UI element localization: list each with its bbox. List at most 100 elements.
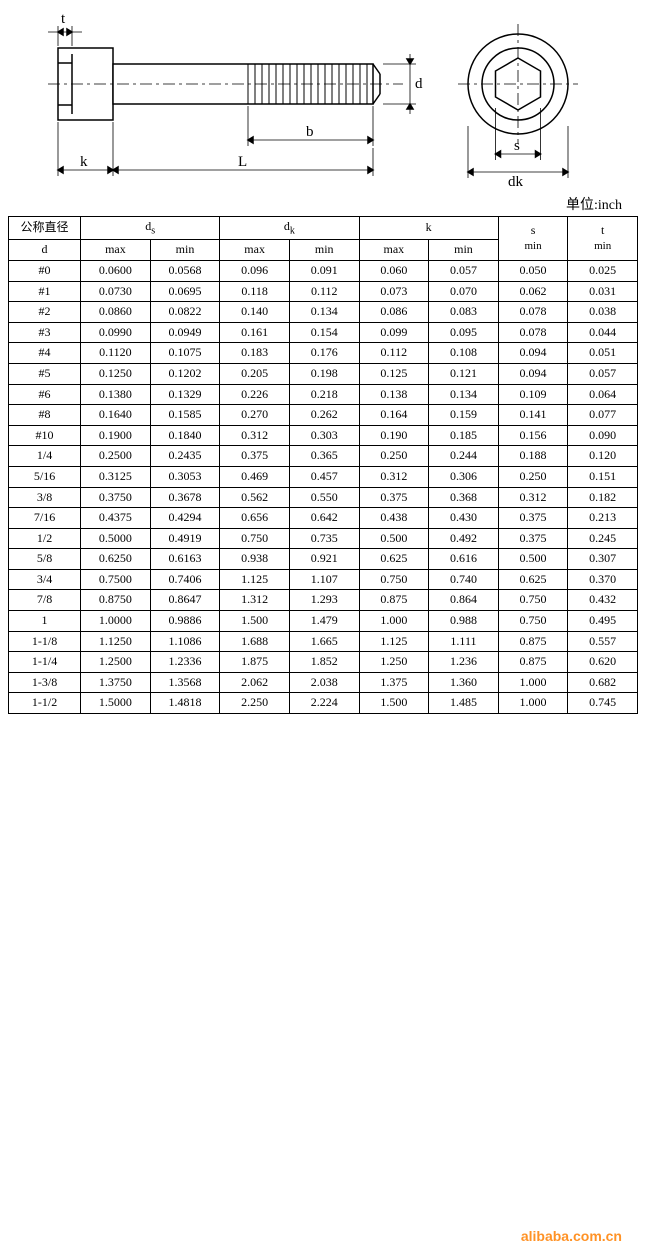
cell-d: 1 bbox=[9, 611, 81, 632]
cell-value: 0.250 bbox=[498, 466, 568, 487]
cell-value: 0.108 bbox=[429, 343, 499, 364]
cell-value: 0.0568 bbox=[150, 260, 220, 281]
cell-value: 1.852 bbox=[289, 652, 359, 673]
cell-value: 1.1086 bbox=[150, 631, 220, 652]
sub-dk-min: min bbox=[289, 240, 359, 261]
cell-value: 0.077 bbox=[568, 405, 638, 426]
cell-value: 0.375 bbox=[498, 528, 568, 549]
cell-value: 0.0949 bbox=[150, 322, 220, 343]
cell-d: 1-1/2 bbox=[9, 693, 81, 714]
cell-value: 0.031 bbox=[568, 281, 638, 302]
cell-value: 0.365 bbox=[289, 446, 359, 467]
table-row: 1-3/81.37501.35682.0622.0381.3751.3601.0… bbox=[9, 672, 638, 693]
cell-value: 0.495 bbox=[568, 611, 638, 632]
cell-value: 0.244 bbox=[429, 446, 499, 467]
cell-value: 0.2500 bbox=[81, 446, 151, 467]
header-s: smin bbox=[498, 217, 568, 261]
cell-value: 0.095 bbox=[429, 322, 499, 343]
header-d: d bbox=[9, 240, 81, 261]
cell-value: 0.988 bbox=[429, 611, 499, 632]
cell-value: 0.109 bbox=[498, 384, 568, 405]
cell-value: 1.125 bbox=[359, 631, 429, 652]
header-nominal: 公称直径 bbox=[9, 217, 81, 240]
cell-value: 1.500 bbox=[359, 693, 429, 714]
table-row: 3/40.75000.74061.1251.1070.7500.7400.625… bbox=[9, 569, 638, 590]
cell-value: 0.750 bbox=[498, 611, 568, 632]
cell-value: 0.094 bbox=[498, 343, 568, 364]
cell-value: 1.2336 bbox=[150, 652, 220, 673]
table-row: #50.12500.12020.2050.1980.1250.1210.0940… bbox=[9, 363, 638, 384]
cell-value: 1.0000 bbox=[81, 611, 151, 632]
cell-value: 0.164 bbox=[359, 405, 429, 426]
table-row: 7/160.43750.42940.6560.6420.4380.4300.37… bbox=[9, 508, 638, 529]
cell-value: 0.099 bbox=[359, 322, 429, 343]
cell-value: 0.307 bbox=[568, 549, 638, 570]
cell-value: 0.156 bbox=[498, 425, 568, 446]
cell-value: 0.050 bbox=[498, 260, 568, 281]
cell-value: 0.5000 bbox=[81, 528, 151, 549]
cell-d: #1 bbox=[9, 281, 81, 302]
cell-value: 2.062 bbox=[220, 672, 290, 693]
cell-value: 0.0695 bbox=[150, 281, 220, 302]
cell-value: 0.070 bbox=[429, 281, 499, 302]
cell-d: #2 bbox=[9, 302, 81, 323]
cell-value: 0.205 bbox=[220, 363, 290, 384]
cell-value: 0.682 bbox=[568, 672, 638, 693]
cell-value: 0.625 bbox=[498, 569, 568, 590]
cell-value: 0.875 bbox=[498, 631, 568, 652]
dim-label-L: L bbox=[238, 154, 247, 170]
cell-d: 3/4 bbox=[9, 569, 81, 590]
table-row: 3/80.37500.36780.5620.5500.3750.3680.312… bbox=[9, 487, 638, 508]
cell-value: 0.188 bbox=[498, 446, 568, 467]
cell-value: 0.086 bbox=[359, 302, 429, 323]
cell-value: 0.438 bbox=[359, 508, 429, 529]
table-row: #40.11200.10750.1830.1760.1120.1080.0940… bbox=[9, 343, 638, 364]
cell-value: 0.4375 bbox=[81, 508, 151, 529]
cell-value: 1.000 bbox=[498, 672, 568, 693]
cell-value: 0.938 bbox=[220, 549, 290, 570]
cell-value: 2.224 bbox=[289, 693, 359, 714]
cell-value: 1.250 bbox=[359, 652, 429, 673]
sub-dk-max: max bbox=[220, 240, 290, 261]
table-row: #60.13800.13290.2260.2180.1380.1340.1090… bbox=[9, 384, 638, 405]
cell-value: 2.250 bbox=[220, 693, 290, 714]
table-row: 11.00000.98861.5001.4791.0000.9880.7500.… bbox=[9, 611, 638, 632]
cell-value: 0.190 bbox=[359, 425, 429, 446]
cell-value: 1.5000 bbox=[81, 693, 151, 714]
cell-value: 1.500 bbox=[220, 611, 290, 632]
cell-value: 0.062 bbox=[498, 281, 568, 302]
header-t: tmin bbox=[568, 217, 638, 261]
cell-value: 0.3750 bbox=[81, 487, 151, 508]
cell-value: 0.057 bbox=[568, 363, 638, 384]
cell-value: 0.312 bbox=[498, 487, 568, 508]
cell-value: 0.2435 bbox=[150, 446, 220, 467]
cell-value: 0.7406 bbox=[150, 569, 220, 590]
cell-value: 0.0822 bbox=[150, 302, 220, 323]
cell-value: 0.864 bbox=[429, 590, 499, 611]
cell-value: 0.306 bbox=[429, 466, 499, 487]
sub-k-min: min bbox=[429, 240, 499, 261]
table-row: 1/20.50000.49190.7500.7350.5000.4920.375… bbox=[9, 528, 638, 549]
dim-label-k: k bbox=[80, 154, 88, 170]
table-row: 1-1/81.12501.10861.6881.6651.1251.1110.8… bbox=[9, 631, 638, 652]
dim-label-s: s bbox=[514, 138, 520, 154]
cell-value: 0.312 bbox=[359, 466, 429, 487]
cell-value: 0.0990 bbox=[81, 322, 151, 343]
table-row: #30.09900.09490.1610.1540.0990.0950.0780… bbox=[9, 322, 638, 343]
cell-value: 0.616 bbox=[429, 549, 499, 570]
cell-value: 0.090 bbox=[568, 425, 638, 446]
cell-value: 0.112 bbox=[289, 281, 359, 302]
cell-value: 0.094 bbox=[498, 363, 568, 384]
header-dk: dk bbox=[220, 217, 359, 240]
table-row: 5/80.62500.61630.9380.9210.6250.6160.500… bbox=[9, 549, 638, 570]
cell-value: 0.740 bbox=[429, 569, 499, 590]
cell-d: 7/8 bbox=[9, 590, 81, 611]
cell-value: 0.625 bbox=[359, 549, 429, 570]
cell-value: 0.1585 bbox=[150, 405, 220, 426]
cell-value: 0.550 bbox=[289, 487, 359, 508]
cell-value: 0.368 bbox=[429, 487, 499, 508]
cell-value: 1.479 bbox=[289, 611, 359, 632]
cell-value: 1.360 bbox=[429, 672, 499, 693]
cell-value: 0.656 bbox=[220, 508, 290, 529]
cell-d: #10 bbox=[9, 425, 81, 446]
